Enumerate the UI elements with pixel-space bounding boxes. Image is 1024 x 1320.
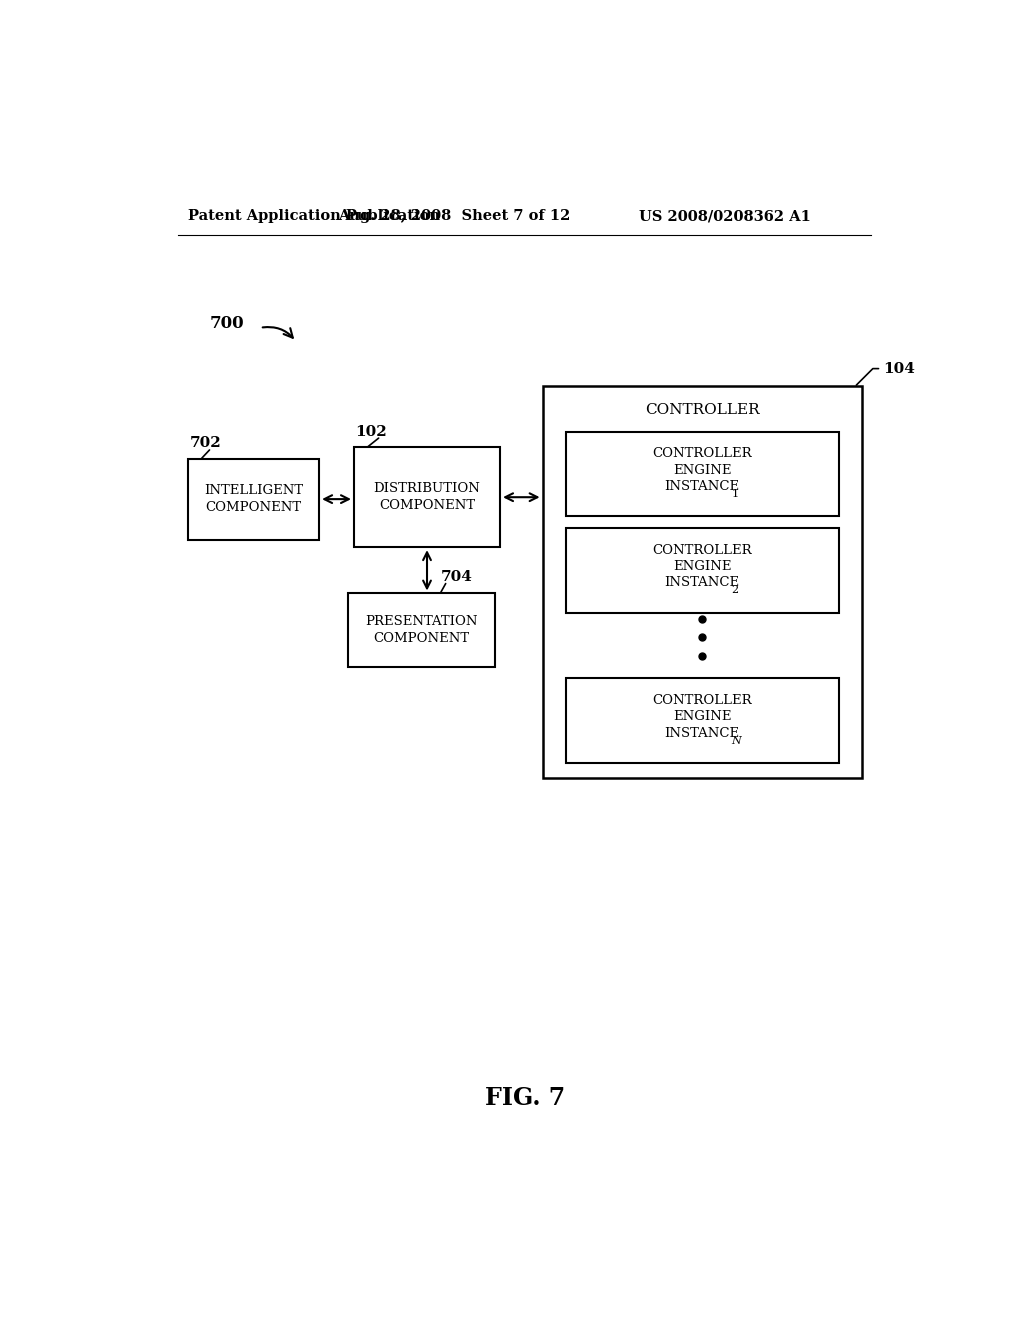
Text: PRESENTATION
COMPONENT: PRESENTATION COMPONENT	[366, 615, 478, 644]
Bar	[354, 447, 500, 548]
Text: US 2008/0208362 A1: US 2008/0208362 A1	[639, 209, 811, 223]
Text: CONTROLLER
ENGINE
INSTANCE: CONTROLLER ENGINE INSTANCE	[652, 447, 752, 494]
Bar	[543, 385, 862, 779]
Text: 102: 102	[355, 425, 387, 438]
Text: CONTROLLER: CONTROLLER	[645, 403, 760, 417]
Text: 704: 704	[441, 569, 473, 583]
Bar	[565, 678, 839, 763]
Text: 702: 702	[189, 437, 221, 450]
Text: DISTRIBUTION
COMPONENT: DISTRIBUTION COMPONENT	[374, 482, 480, 512]
Text: Patent Application Publication: Patent Application Publication	[188, 209, 440, 223]
Bar	[565, 528, 839, 612]
Bar	[348, 594, 495, 667]
Text: 104: 104	[883, 362, 914, 376]
Text: N: N	[731, 735, 741, 746]
Text: Aug. 28, 2008  Sheet 7 of 12: Aug. 28, 2008 Sheet 7 of 12	[338, 209, 570, 223]
Text: CONTROLLER
ENGINE
INSTANCE: CONTROLLER ENGINE INSTANCE	[652, 544, 752, 590]
Text: CONTROLLER
ENGINE
INSTANCE: CONTROLLER ENGINE INSTANCE	[652, 693, 752, 739]
Text: INTELLIGENT
COMPONENT: INTELLIGENT COMPONENT	[204, 484, 303, 513]
Bar	[565, 432, 839, 516]
Text: 700: 700	[210, 315, 245, 333]
Text: 1: 1	[731, 490, 738, 499]
Bar	[188, 459, 319, 540]
Text: 2: 2	[731, 585, 738, 595]
Text: FIG. 7: FIG. 7	[484, 1086, 565, 1110]
